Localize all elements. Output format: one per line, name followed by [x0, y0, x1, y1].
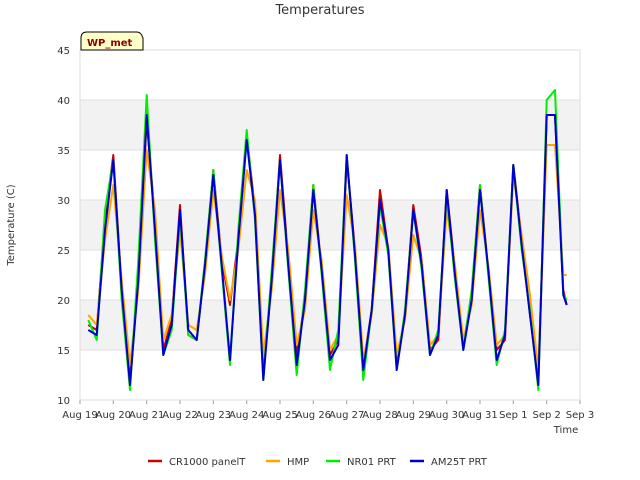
x-tick-label: Aug 19 [62, 410, 97, 421]
x-tick-label: Aug 25 [262, 410, 297, 421]
x-tick-label: Aug 28 [362, 410, 397, 421]
y-tick-label: 35 [57, 146, 70, 157]
y-tick-label: 45 [57, 46, 70, 57]
x-tick-label: Aug 27 [329, 410, 364, 421]
x-tick-label: Aug 29 [396, 410, 431, 421]
y-tick-label: 25 [57, 246, 70, 257]
background-band [80, 100, 580, 150]
legend-label: AM25T PRT [431, 457, 488, 468]
x-tick-label: Sep 1 [499, 410, 527, 421]
y-tick-label: 20 [57, 296, 70, 307]
y-tick-label: 30 [57, 196, 70, 207]
x-tick-label: Aug 21 [129, 410, 164, 421]
y-axis-label: Temperature (C) [6, 184, 17, 266]
series-line [87, 114, 568, 386]
background-band [80, 200, 580, 250]
x-tick-label: Aug 22 [162, 410, 197, 421]
x-tick-label: Sep 3 [566, 410, 594, 421]
y-tick-label: 15 [57, 346, 70, 357]
y-tick-label: 40 [57, 96, 70, 107]
x-tick-label: Aug 26 [296, 410, 331, 421]
chart-title: Temperatures [274, 3, 364, 18]
x-axis-label: Time [553, 425, 578, 436]
badge: WP_met [80, 31, 144, 51]
legend: CR1000 panelT HMP NR01 PRT AM25T PRT [148, 457, 488, 468]
legend-label: HMP [287, 457, 309, 468]
y-tick-label: 10 [57, 396, 70, 407]
x-tick-label: Aug 30 [429, 410, 464, 421]
x-tick-label: Aug 20 [96, 410, 131, 421]
x-tick-label: Aug 31 [462, 410, 497, 421]
x-tick-label: Aug 24 [229, 410, 264, 421]
plot-border [79, 49, 581, 401]
badge-label: WP_met [87, 38, 133, 49]
x-tick-label: Sep 2 [532, 410, 560, 421]
legend-label: CR1000 panelT [169, 457, 246, 468]
legend-label: NR01 PRT [347, 457, 397, 468]
x-tick-label: Aug 23 [196, 410, 231, 421]
